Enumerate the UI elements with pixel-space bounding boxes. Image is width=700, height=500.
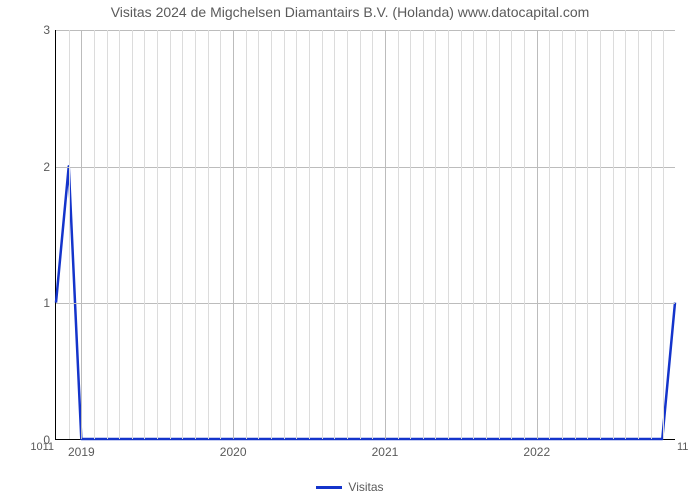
gridline-v-minor — [94, 30, 95, 439]
legend-swatch — [316, 486, 342, 489]
gridline-h — [56, 30, 675, 31]
gridline-v-minor — [549, 30, 550, 439]
gridline-v-minor — [461, 30, 462, 439]
gridline-v-minor — [347, 30, 348, 439]
x-tick-label: 2022 — [523, 445, 550, 459]
gridline-v-major — [233, 30, 234, 439]
gridline-h — [56, 167, 675, 168]
gridline-v-minor — [663, 30, 664, 439]
gridline-v-major — [81, 30, 82, 439]
gridline-v-minor — [246, 30, 247, 439]
gridline-v-minor — [296, 30, 297, 439]
line-layer — [56, 30, 675, 439]
legend: Visitas — [0, 479, 700, 494]
gridline-v-minor — [613, 30, 614, 439]
origin-bottom-left-label: 1011 — [30, 441, 54, 453]
gridline-v-minor — [119, 30, 120, 439]
gridline-v-minor — [271, 30, 272, 439]
gridline-v-minor — [157, 30, 158, 439]
gridline-v-minor — [309, 30, 310, 439]
gridline-v-minor — [360, 30, 361, 439]
gridline-v-minor — [486, 30, 487, 439]
origin-bottom-right-label: 11 — [677, 441, 688, 453]
gridline-v-minor — [208, 30, 209, 439]
gridline-v-minor — [435, 30, 436, 439]
gridline-v-minor — [423, 30, 424, 439]
gridline-v-major — [385, 30, 386, 439]
gridline-v-minor — [398, 30, 399, 439]
y-tick-label: 0 — [43, 433, 50, 447]
gridline-v-minor — [69, 30, 70, 439]
gridline-v-minor — [334, 30, 335, 439]
gridline-v-minor — [132, 30, 133, 439]
gridline-v-minor — [107, 30, 108, 439]
gridline-v-minor — [587, 30, 588, 439]
y-tick-label: 3 — [43, 23, 50, 37]
gridline-v-minor — [499, 30, 500, 439]
x-tick-label: 2021 — [372, 445, 399, 459]
gridline-v-minor — [448, 30, 449, 439]
x-tick-label: 2020 — [220, 445, 247, 459]
gridline-v-minor — [220, 30, 221, 439]
gridline-v-minor — [524, 30, 525, 439]
gridline-v-minor — [511, 30, 512, 439]
gridline-h — [56, 303, 675, 304]
gridline-v-minor — [638, 30, 639, 439]
gridline-v-minor — [625, 30, 626, 439]
gridline-v-minor — [322, 30, 323, 439]
gridline-v-minor — [651, 30, 652, 439]
gridline-v-minor — [182, 30, 183, 439]
gridline-v-minor — [410, 30, 411, 439]
y-tick-label: 2 — [43, 160, 50, 174]
gridline-v-minor — [473, 30, 474, 439]
gridline-v-minor — [575, 30, 576, 439]
chart-title: Visitas 2024 de Migchelsen Diamantairs B… — [0, 4, 700, 20]
gridline-v-minor — [600, 30, 601, 439]
gridline-v-minor — [258, 30, 259, 439]
gridline-v-minor — [170, 30, 171, 439]
plot-area: 1011 11 01232019202020212022 — [55, 30, 675, 440]
gridline-v-minor — [195, 30, 196, 439]
legend-label: Visitas — [348, 480, 383, 494]
y-tick-label: 1 — [43, 296, 50, 310]
gridline-v-minor — [372, 30, 373, 439]
gridline-v-major — [537, 30, 538, 439]
gridline-v-minor — [562, 30, 563, 439]
chart-container: Visitas 2024 de Migchelsen Diamantairs B… — [0, 0, 700, 500]
gridline-v-minor — [144, 30, 145, 439]
gridline-v-minor — [284, 30, 285, 439]
x-tick-label: 2019 — [68, 445, 95, 459]
